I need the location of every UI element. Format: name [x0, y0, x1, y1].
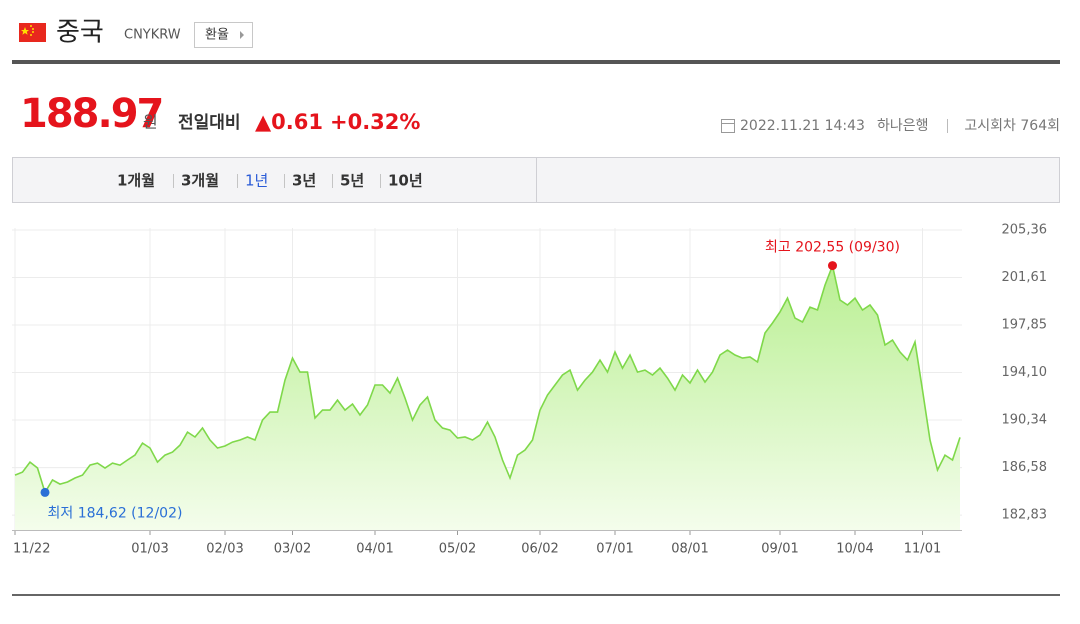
extreme-marker	[40, 487, 50, 497]
y-tick-label: 190,34	[1002, 413, 1048, 428]
x-tick-label: 11/22	[13, 542, 50, 557]
period-tab[interactable]: 3개월	[181, 172, 219, 190]
period-tab[interactable]: 1년	[245, 172, 268, 190]
x-tick-label: 02/03	[206, 542, 243, 557]
change: ▲0.61	[255, 110, 323, 134]
x-tick-label: 06/02	[521, 542, 558, 557]
rate-button[interactable]: 환율	[194, 22, 253, 48]
country-name: 중국	[56, 18, 104, 48]
bottom-divider	[12, 594, 1060, 596]
x-tick-label: 10/04	[836, 542, 873, 557]
chart: 205,36 201,61 197,85 194,10 190,34 186,58 182,…	[12, 223, 1047, 557]
x-tick-label: 05/02	[439, 542, 476, 557]
extreme-label: 최고 202,55 (09/30)	[765, 240, 900, 256]
x-tick-label: 04/01	[356, 542, 393, 557]
flag	[19, 23, 46, 42]
x-tick-label: 08/01	[671, 542, 708, 557]
extreme-label: 최저 184,62 (12/02)	[48, 505, 183, 521]
y-tick-label: 182,83	[1002, 508, 1048, 523]
y-tick-label: 197,85	[1002, 318, 1048, 333]
change-percent: +0.32%	[330, 110, 420, 134]
currency-code: CNYKRW	[124, 28, 181, 43]
period-tab[interactable]: 1개월	[117, 172, 155, 190]
price: 188.97	[20, 91, 162, 137]
header-divider	[12, 60, 1060, 64]
x-tick-label: 01/03	[131, 542, 168, 557]
calendar-icon	[721, 119, 735, 133]
period-tab[interactable]: 10년	[388, 172, 423, 190]
area-fill	[15, 265, 960, 530]
bank-name: 하나은행	[877, 118, 929, 134]
x-tick-label: 09/01	[761, 542, 798, 557]
period-tab[interactable]: 3년	[292, 172, 316, 190]
change-label: 전일대비	[178, 113, 241, 133]
x-tick-label: 03/02	[274, 542, 311, 557]
extreme-marker	[828, 261, 837, 271]
price-line	[14, 262, 961, 495]
notice-round: 고시회차 764회	[964, 118, 1060, 134]
y-tick-label: 205,36	[1002, 223, 1048, 238]
tabs: 1개월 3개월 1년 3년 5년 10년	[117, 172, 423, 190]
y-tick-label: 194,10	[1002, 365, 1048, 380]
quote-datetime: 2022.11.21 14:43	[740, 118, 865, 134]
y-tick-label: 186,58	[1002, 460, 1048, 475]
x-tick-label: 07/01	[596, 542, 633, 557]
y-tick-label: 201,61	[1002, 270, 1048, 285]
x-tick-label: 11/01	[904, 542, 941, 557]
period-tab[interactable]: 5년	[340, 172, 364, 190]
rate-button-label[interactable]: 환율	[205, 28, 229, 43]
price-unit: 원	[143, 113, 158, 132]
